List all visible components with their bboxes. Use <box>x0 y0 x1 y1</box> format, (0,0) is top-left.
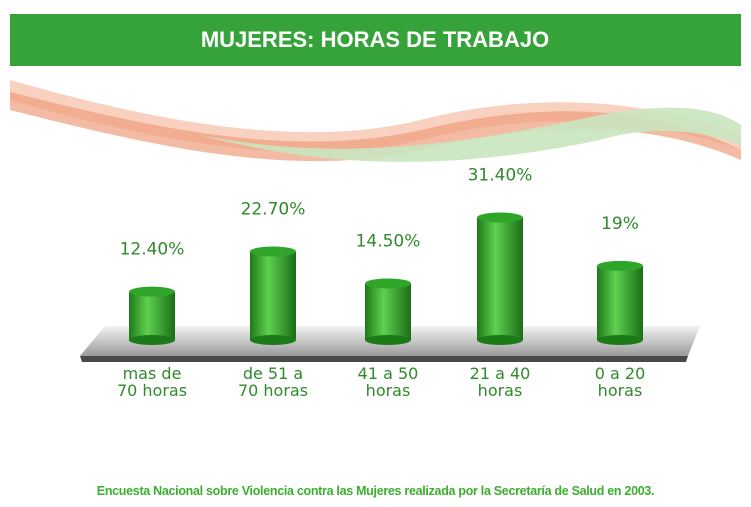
cylinder-body <box>597 266 643 340</box>
cylinder-top <box>365 278 411 288</box>
chart: MUJERES: HORAS DE TRABAJO 12.40% 22.70% 14… <box>0 0 751 507</box>
cylinder-top <box>250 246 296 256</box>
cylinder-body <box>477 218 523 340</box>
bar <box>129 287 175 345</box>
cylinder-body <box>365 283 411 340</box>
source-note: Encuesta Nacional sobre Violencia contra… <box>0 484 751 498</box>
value-label: 31.40% <box>468 166 533 186</box>
value-label: 19% <box>601 214 639 234</box>
cylinder-top <box>477 213 523 223</box>
category-label: 41 a 50 horas <box>333 365 443 399</box>
cylinder-body <box>129 292 175 340</box>
infographic: MUJERES: HORAS DE TRABAJO 12.40% 22.70% 14… <box>0 0 751 507</box>
value-label: 12.40% <box>120 240 185 260</box>
cylinder-bottom <box>597 335 643 345</box>
category-label: 0 a 20 horas <box>565 365 675 399</box>
cylinder-bottom <box>365 335 411 345</box>
cylinder-top <box>597 261 643 271</box>
bar <box>477 213 523 345</box>
category-label: mas de 70 horas <box>97 365 207 399</box>
bar <box>250 246 296 345</box>
bar <box>365 278 411 345</box>
category-label: de 51 a 70 horas <box>218 365 328 399</box>
cylinder-top <box>129 287 175 297</box>
cylinder-bottom <box>250 335 296 345</box>
category-label: 21 a 40 horas <box>445 365 555 399</box>
platform-edge <box>80 356 688 362</box>
value-label: 22.70% <box>241 199 306 219</box>
value-label: 14.50% <box>356 231 421 251</box>
chart-title: MUJERES: HORAS DE TRABAJO <box>201 27 549 52</box>
bar <box>597 261 643 345</box>
cylinder-body <box>250 251 296 340</box>
cylinder-bottom <box>477 335 523 345</box>
cylinder-bottom <box>129 335 175 345</box>
